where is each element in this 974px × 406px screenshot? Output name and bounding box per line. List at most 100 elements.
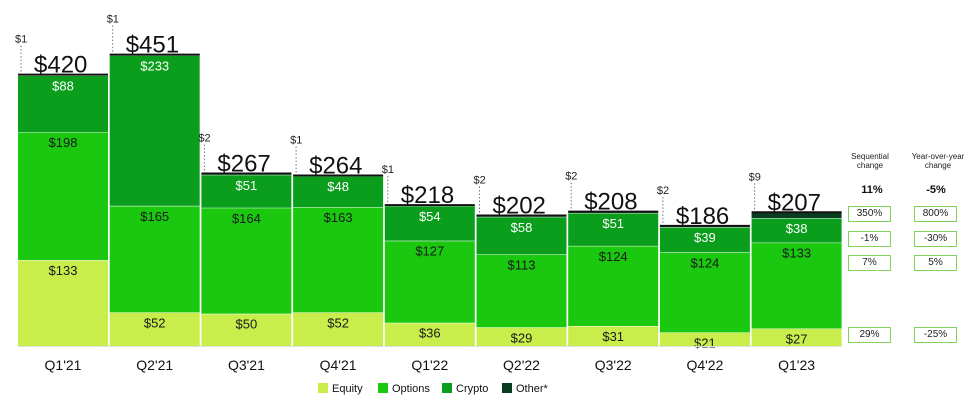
other-value-label: $2 xyxy=(657,185,669,197)
bar-total-label: $186 xyxy=(676,203,729,230)
other-value-label: $1 xyxy=(107,14,119,26)
bar-segment-crypto xyxy=(751,218,842,243)
yoy-equity-change: -25% xyxy=(914,327,957,343)
segment-value-label: $133 xyxy=(49,263,78,278)
legend-label: Crypto xyxy=(456,383,488,395)
bar-segment-options xyxy=(751,242,842,329)
segment-value-label: $29 xyxy=(511,330,533,345)
bar-segment-equity xyxy=(201,313,292,346)
segment-value-label: $51 xyxy=(602,216,624,231)
bar-segment-equity xyxy=(109,312,200,346)
other-value-label: $1 xyxy=(290,134,302,146)
segment-value-label: $31 xyxy=(602,329,624,344)
other-value-label: $9 xyxy=(749,171,761,183)
segment-value-label: $164 xyxy=(232,211,261,226)
bar-total-label: $202 xyxy=(493,193,546,220)
yoy-change-header-text: Year-over-year change xyxy=(911,152,965,170)
segment-value-label: $113 xyxy=(508,257,536,272)
bar-segment-crypto xyxy=(109,55,200,206)
legend-label: Other* xyxy=(516,383,549,395)
bar-segment-equity xyxy=(18,260,108,346)
yoy-crypto-change: -30% xyxy=(914,231,957,247)
sequential-other-change: 350% xyxy=(848,206,891,222)
bar-total-label: $264 xyxy=(309,152,362,179)
segment-value-label: $58 xyxy=(511,220,533,235)
legend-swatch-crypto xyxy=(442,383,452,393)
bar-segment-crypto xyxy=(293,176,384,208)
bar-total-label: $267 xyxy=(217,151,270,178)
bar-total-label: $207 xyxy=(768,189,821,216)
x-axis-tick-label: Q2'21 xyxy=(136,357,173,373)
bar-segment-options xyxy=(384,240,475,323)
sequential-total-change: 11% xyxy=(861,184,883,196)
segment-value-label: $127 xyxy=(415,244,444,259)
bar-segment-crypto xyxy=(201,174,292,208)
bar-total-label: $451 xyxy=(126,32,179,59)
other-value-label: $2 xyxy=(474,175,486,187)
bar-segment-other xyxy=(751,212,842,219)
bar-segment-crypto xyxy=(18,75,108,133)
segment-value-label: $38 xyxy=(786,221,808,236)
other-value-label: $2 xyxy=(198,133,210,145)
bar-segment-equity xyxy=(568,325,659,346)
yoy-total-change: -5% xyxy=(926,184,946,196)
bar-total-label: $420 xyxy=(34,52,87,79)
x-axis-tick-label: Q1'22 xyxy=(411,357,448,373)
legend-swatch-options xyxy=(378,383,388,393)
bar-segment-options xyxy=(293,207,384,313)
x-axis-tick-label: Q3'21 xyxy=(228,357,265,373)
bar-segment-options xyxy=(568,245,659,326)
bar-segment-options xyxy=(476,254,567,328)
segment-value-label: $165 xyxy=(140,209,169,224)
bar-segment-crypto xyxy=(659,227,750,253)
legend-label: Options xyxy=(392,383,430,395)
bar-segment-options xyxy=(18,132,108,261)
bar-segment-options xyxy=(109,205,200,313)
legend-swatch-equity xyxy=(318,383,328,393)
segment-value-label: $21 xyxy=(694,335,716,350)
segment-value-label: $36 xyxy=(419,326,441,341)
legend-swatch-other xyxy=(502,383,512,393)
bar-segment-options xyxy=(201,207,292,314)
segment-value-label: $233 xyxy=(140,58,169,73)
x-axis-tick-label: Q1'23 xyxy=(778,357,815,373)
x-axis-tick-label: Q1'21 xyxy=(45,357,82,373)
segment-value-label: $54 xyxy=(419,209,441,224)
bar-segment-equity xyxy=(384,322,475,346)
bar-segment-crypto xyxy=(384,205,475,241)
bar-total-label: $218 xyxy=(401,182,454,209)
segment-value-label: $50 xyxy=(236,317,258,332)
yoy-change-header: Year-over-year change xyxy=(904,152,972,170)
segment-value-label: $163 xyxy=(324,210,353,225)
bar-total-label: $208 xyxy=(584,189,637,216)
other-value-label: $1 xyxy=(15,34,27,46)
sequential-change-header: Sequential change xyxy=(840,152,900,170)
sequential-equity-change: 29% xyxy=(848,327,891,343)
segment-value-label: $133 xyxy=(782,246,811,261)
x-axis-tick-label: Q2'22 xyxy=(503,357,540,373)
x-axis-tick-label: Q4'21 xyxy=(320,357,357,373)
segment-value-label: $198 xyxy=(49,135,78,150)
segment-value-label: $124 xyxy=(599,249,628,264)
segment-value-label: $52 xyxy=(144,315,166,330)
legend-label: Equity xyxy=(332,383,363,395)
bar-segment-equity xyxy=(476,327,567,346)
bar-segment-equity xyxy=(751,328,842,346)
segment-value-label: $52 xyxy=(327,315,349,330)
sequential-options-change: 7% xyxy=(848,255,891,271)
segment-value-label: $51 xyxy=(236,178,258,193)
bar-segment-crypto xyxy=(476,216,567,255)
segment-value-label: $124 xyxy=(690,255,719,270)
x-axis-tick-label: Q3'22 xyxy=(595,357,632,373)
yoy-options-change: 5% xyxy=(914,255,957,271)
segment-value-label: $88 xyxy=(52,78,74,93)
x-axis-tick-label: Q4'22 xyxy=(686,357,723,373)
segment-value-label: $27 xyxy=(786,332,808,347)
bar-segment-crypto xyxy=(568,212,659,246)
bar-segment-equity xyxy=(293,312,384,346)
segment-value-label: $48 xyxy=(327,179,349,194)
yoy-other-change: 800% xyxy=(914,206,957,222)
bar-segment-options xyxy=(659,252,750,333)
other-value-label: $2 xyxy=(565,171,577,183)
